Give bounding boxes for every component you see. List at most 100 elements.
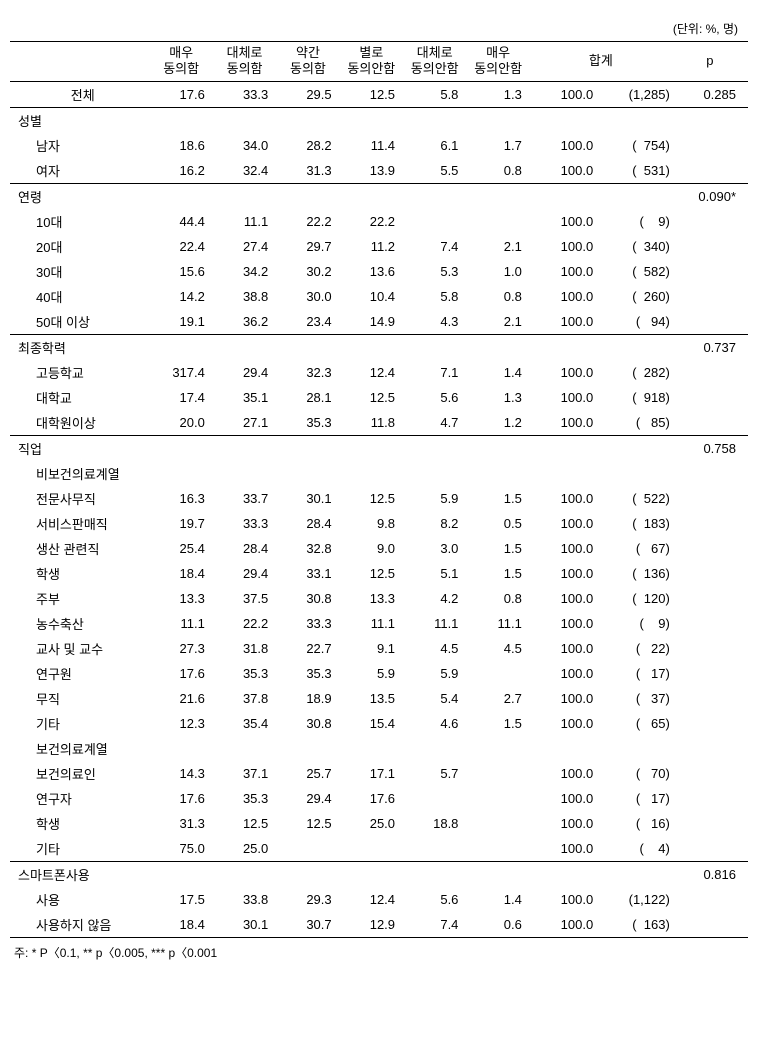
cell: ( 9) <box>593 611 672 636</box>
cell <box>340 736 403 761</box>
cell: 100.0 <box>530 234 593 259</box>
cell: 11.1 <box>466 611 529 636</box>
cell <box>403 836 466 862</box>
cell: (1,285) <box>593 81 672 107</box>
cell: 22.4 <box>149 234 212 259</box>
cell: 100.0 <box>530 259 593 284</box>
cell: ( 9) <box>593 209 672 234</box>
cell: 25.7 <box>276 761 339 786</box>
cell: 0.6 <box>466 912 529 938</box>
cell: 100.0 <box>530 486 593 511</box>
header-row: 매우동의함 대체로동의함 약간동의함 별로동의안함 대체로동의안함 매우동의안함… <box>10 42 748 82</box>
cell: ( 65) <box>593 711 672 736</box>
cell: ( 70) <box>593 761 672 786</box>
table-row: 40대14.238.830.010.45.80.8100.0( 260) <box>10 284 748 309</box>
cell <box>403 861 466 887</box>
cell <box>672 711 748 736</box>
cell <box>672 234 748 259</box>
cell: ( 918) <box>593 385 672 410</box>
table-row: 남자18.634.028.211.46.11.7100.0( 754) <box>10 133 748 158</box>
cell: 20.0 <box>149 410 212 436</box>
cell: 5.5 <box>403 158 466 184</box>
cell: 17.6 <box>149 786 212 811</box>
subgroup-label: 비보건의료계열 <box>10 461 149 486</box>
table-row: 성별 <box>10 107 748 133</box>
cell <box>672 786 748 811</box>
cell: 0.8 <box>466 158 529 184</box>
cell: 18.8 <box>403 811 466 836</box>
cell <box>340 836 403 862</box>
cell: 35.3 <box>276 661 339 686</box>
cell: ( 120) <box>593 586 672 611</box>
cell <box>530 107 593 133</box>
cell: 100.0 <box>530 511 593 536</box>
cell <box>593 861 672 887</box>
cell: 12.5 <box>340 81 403 107</box>
col-header: 대체로동의함 <box>213 42 276 82</box>
table-row: 연구원17.635.335.35.95.9100.0( 17) <box>10 661 748 686</box>
table-row: 주부13.337.530.813.34.20.8100.0( 120) <box>10 586 748 611</box>
cell: 13.3 <box>149 586 212 611</box>
cell: 30.2 <box>276 259 339 284</box>
cell: 18.6 <box>149 133 212 158</box>
cell <box>276 461 339 486</box>
cell: 0.5 <box>466 511 529 536</box>
row-label: 주부 <box>10 586 149 611</box>
row-label: 학생 <box>10 811 149 836</box>
cell: 13.5 <box>340 686 403 711</box>
col-header: 매우동의함 <box>149 42 212 82</box>
cell: 100.0 <box>530 711 593 736</box>
table-row: 보건의료계열 <box>10 736 748 761</box>
row-label: 50대 이상 <box>10 309 149 335</box>
cell: 25.0 <box>213 836 276 862</box>
cell: 29.5 <box>276 81 339 107</box>
cell <box>530 435 593 461</box>
cell <box>276 107 339 133</box>
table-row: 30대15.634.230.213.65.31.0100.0( 582) <box>10 259 748 284</box>
cell: 22.7 <box>276 636 339 661</box>
cell: 32.4 <box>213 158 276 184</box>
cell <box>466 435 529 461</box>
cell: 2.7 <box>466 686 529 711</box>
row-label: 20대 <box>10 234 149 259</box>
cell: 5.8 <box>403 284 466 309</box>
cell: 29.3 <box>276 887 339 912</box>
cell <box>593 183 672 209</box>
cell <box>593 461 672 486</box>
cell: 5.1 <box>403 561 466 586</box>
row-label: 기타 <box>10 836 149 862</box>
table-row: 생산 관련직25.428.432.89.03.01.5100.0( 67) <box>10 536 748 561</box>
cell: 25.4 <box>149 536 212 561</box>
cell: 100.0 <box>530 786 593 811</box>
cell <box>340 107 403 133</box>
cell: 4.5 <box>466 636 529 661</box>
cell <box>466 836 529 862</box>
cell <box>466 661 529 686</box>
cell: 17.5 <box>149 887 212 912</box>
cell: 18.4 <box>149 561 212 586</box>
cell <box>213 861 276 887</box>
cell: 4.7 <box>403 410 466 436</box>
cell <box>593 334 672 360</box>
cell: 9.8 <box>340 511 403 536</box>
row-label: 기타 <box>10 711 149 736</box>
cell: 37.1 <box>213 761 276 786</box>
cell <box>276 334 339 360</box>
cell: ( 94) <box>593 309 672 335</box>
cell: ( 67) <box>593 536 672 561</box>
cell: ( 260) <box>593 284 672 309</box>
unit-label: (단위: %, 명) <box>10 20 748 37</box>
cell <box>149 736 212 761</box>
table-row: 비보건의료계열 <box>10 461 748 486</box>
cell: 18.9 <box>276 686 339 711</box>
cell: 7.4 <box>403 234 466 259</box>
cell: 29.7 <box>276 234 339 259</box>
cell <box>403 435 466 461</box>
cell <box>672 736 748 761</box>
table-row: 최종학력0.737 <box>10 334 748 360</box>
cell: 5.3 <box>403 259 466 284</box>
cell: 44.4 <box>149 209 212 234</box>
cell: 5.9 <box>403 661 466 686</box>
row-label: 전문사무직 <box>10 486 149 511</box>
group-label: 최종학력 <box>10 334 149 360</box>
